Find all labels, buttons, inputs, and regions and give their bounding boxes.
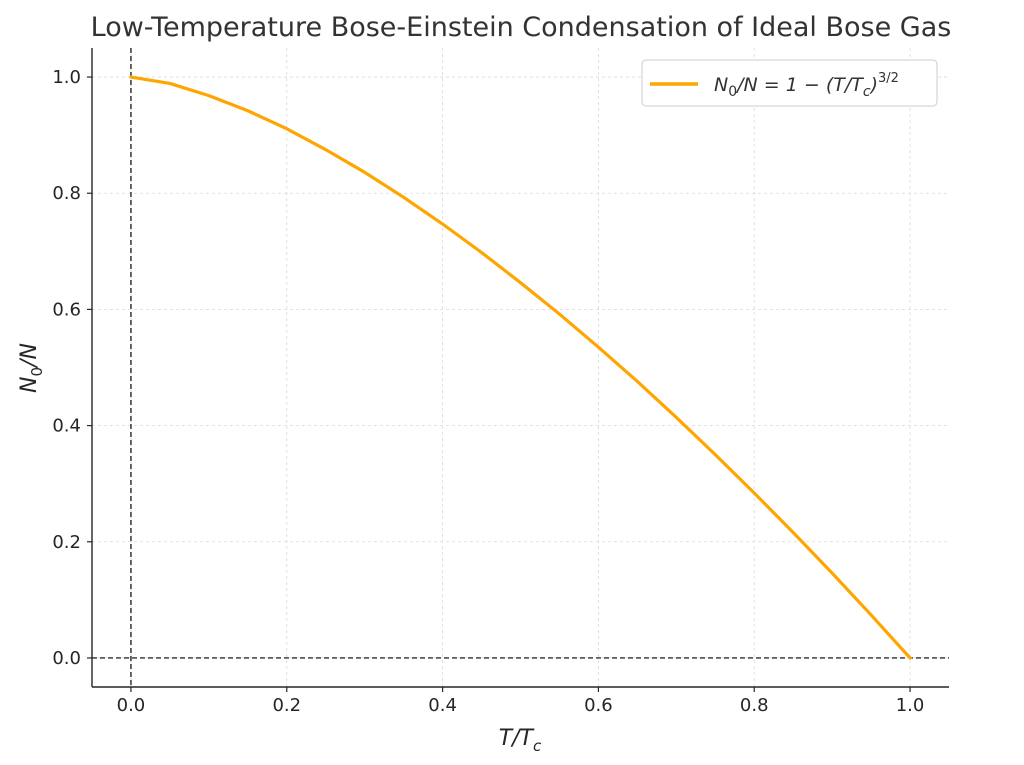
series-line [129, 75, 912, 660]
y-tick-label: 0.2 [52, 532, 81, 553]
legend-box [641, 59, 938, 107]
y-tick-label: 0.8 [52, 183, 81, 204]
x-tick-label: 0.2 [272, 695, 301, 716]
y-tick-label: 1.0 [52, 67, 81, 88]
y-tick-label: 0.6 [52, 299, 81, 320]
y-axis-label: N0/N [17, 343, 46, 393]
series-layer [129, 75, 912, 660]
x-tick-label: 1.0 [896, 695, 925, 716]
x-tick-label: 0.6 [584, 695, 613, 716]
y-tick-label: 0.4 [52, 416, 81, 437]
y-tick-label: 0.0 [52, 648, 81, 669]
reference-lines [92, 48, 949, 687]
chart-title: Low-Temperature Bose-Einstein Condensati… [91, 12, 952, 43]
ticks: 0.0 0.2 0.4 0.6 0.8 1.0 0.0 0.2 0.4 0.6 0.8 1.0 [52, 67, 924, 716]
grid [92, 48, 949, 687]
legend-label: N0/N = 1 − (T/Tc)3/2 [714, 71, 899, 100]
x-axis-label: T/Tc [499, 726, 542, 755]
axes [91, 48, 949, 688]
x-tick-label: 0.4 [428, 695, 457, 716]
x-tick-label: 0.0 [117, 695, 146, 716]
legend: N0/N = 1 − (T/Tc)3/2 [641, 59, 938, 107]
x-tick-label: 0.8 [740, 695, 769, 716]
